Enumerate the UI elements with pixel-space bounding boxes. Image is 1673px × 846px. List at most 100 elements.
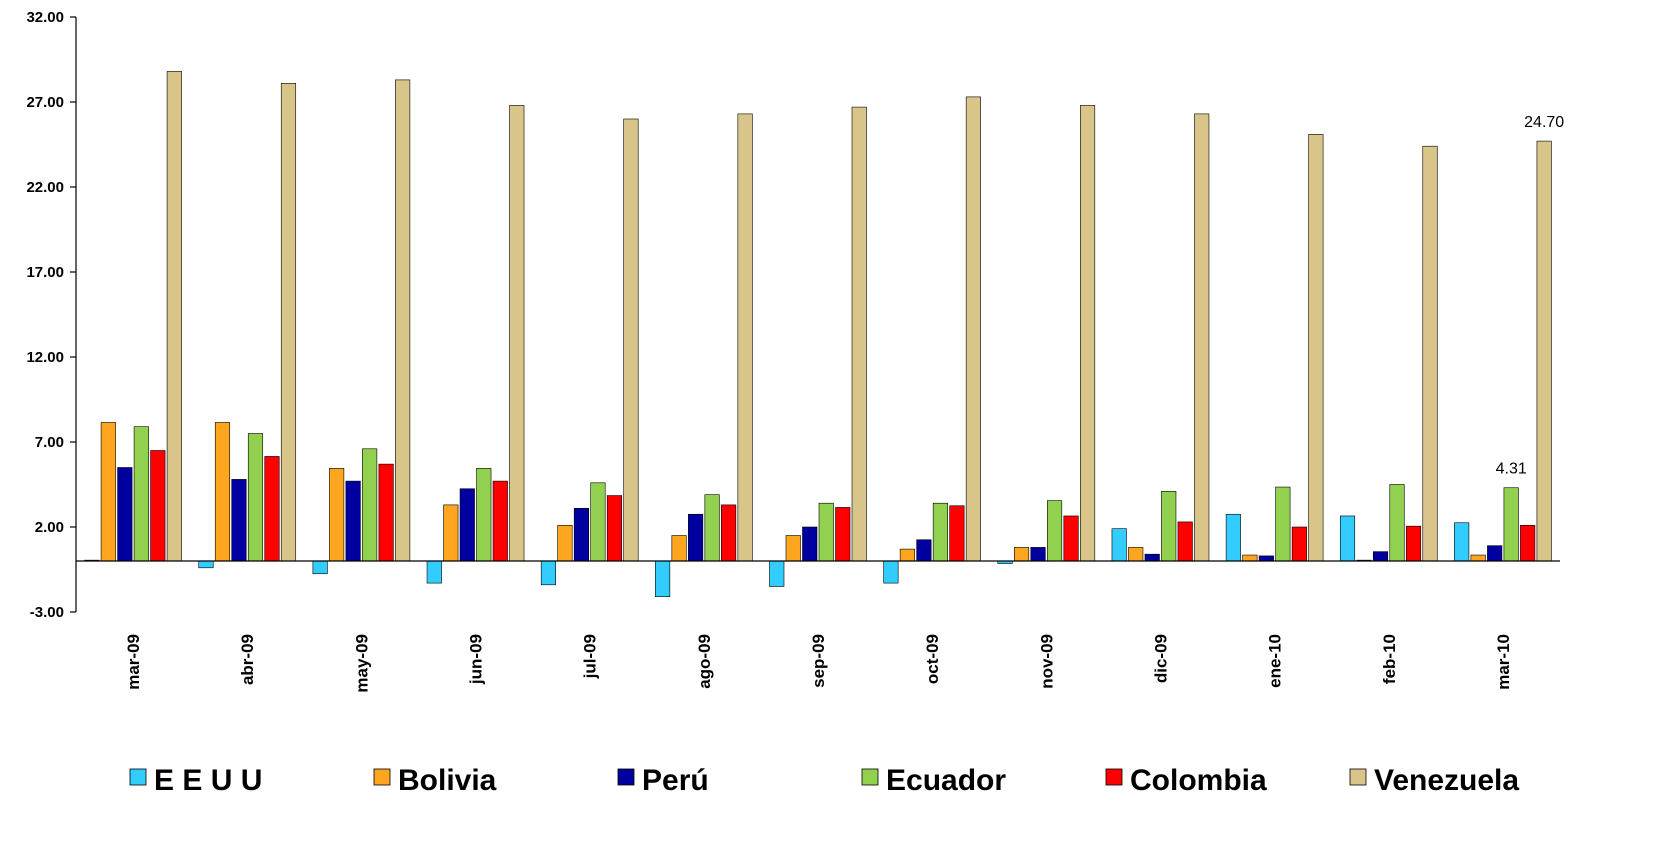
bar-colombia-oct-09 xyxy=(949,505,965,562)
bar-per-jun-09 xyxy=(459,488,475,562)
bar-colombia-feb-10 xyxy=(1405,525,1422,562)
bar-venezuela-may-09 xyxy=(395,79,411,562)
bar-e-e-u-u-oct-09 xyxy=(883,560,899,584)
bar-e-e-u-u-abr-09 xyxy=(198,560,214,569)
bar-venezuela-ene-10 xyxy=(1308,134,1324,562)
bar-colombia-nov-09 xyxy=(1063,515,1079,562)
bar-e-e-u-u-jul-09 xyxy=(540,560,556,586)
legend-label-bolivia: Bolivia xyxy=(398,764,497,797)
legend-label-ecuador: Ecuador xyxy=(886,764,1006,797)
bar-venezuela-oct-09 xyxy=(965,96,981,562)
legend-swatch-e-e-u-u xyxy=(129,768,147,786)
bar-bolivia-may-09 xyxy=(329,468,345,562)
legend-label-venezuela: Venezuela xyxy=(1374,764,1519,797)
bar-per-ene-10 xyxy=(1258,555,1274,562)
x-tick-label: mar-10 xyxy=(1494,634,1513,690)
bar-e-e-u-u-mar-10 xyxy=(1454,522,1470,562)
x-tick-label: mar-09 xyxy=(124,634,143,690)
x-tick-label: jul-09 xyxy=(581,634,600,679)
legend-swatch-per xyxy=(617,768,635,786)
bar-ecuador-jun-09 xyxy=(476,468,492,562)
labels-layer: mar-09 abr-09 may-09 jun-09 jul-09 ago-09 sep-… xyxy=(26,9,1564,693)
bar-venezuela-dic-09 xyxy=(1194,113,1210,562)
bar-bolivia-jun-09 xyxy=(443,504,459,562)
bar-venezuela-jul-09 xyxy=(623,118,639,562)
bar-bolivia-sep-09 xyxy=(785,535,801,562)
legend-swatch-venezuela xyxy=(1349,768,1367,786)
bar-e-e-u-u-ene-10 xyxy=(1225,513,1241,562)
bar-colombia-jun-09 xyxy=(492,480,508,562)
x-tick-label: ene-10 xyxy=(1266,634,1285,688)
bar-per-oct-09 xyxy=(916,539,932,562)
bar-ecuador-mar-10 xyxy=(1503,487,1519,562)
legend-swatch-colombia xyxy=(1105,768,1123,786)
bar-per-abr-09 xyxy=(231,479,247,562)
bar-colombia-dic-09 xyxy=(1177,521,1193,562)
x-tick-label: nov-09 xyxy=(1037,634,1056,689)
bar-per-mar-09 xyxy=(117,467,133,562)
bar-per-jul-09 xyxy=(573,507,589,562)
bar-venezuela-ago-09 xyxy=(737,113,753,562)
bar-colombia-mar-10 xyxy=(1520,524,1536,562)
bar-colombia-ene-10 xyxy=(1291,526,1307,562)
x-tick-label: feb-10 xyxy=(1380,634,1399,684)
bar-bolivia-ago-09 xyxy=(671,535,687,562)
bar-venezuela-jun-09 xyxy=(509,105,525,562)
x-tick-label: abr-09 xyxy=(238,634,257,685)
legend-label-per: Perú xyxy=(642,764,709,797)
y-tick-label: -3.00 xyxy=(30,604,64,621)
y-tick-label: 22.00 xyxy=(26,179,64,196)
y-tick-label: 17.00 xyxy=(26,264,64,281)
bar-venezuela-mar-10 xyxy=(1536,140,1552,562)
bar-e-e-u-u-may-09 xyxy=(312,560,328,575)
bar-colombia-jul-09 xyxy=(606,495,622,562)
bar-venezuela-mar-09 xyxy=(166,71,182,562)
y-tick-label: 12.00 xyxy=(26,349,64,366)
legend-swatch-ecuador xyxy=(861,768,879,786)
axes xyxy=(70,16,1560,613)
x-tick-label: dic-09 xyxy=(1151,634,1170,683)
bar-bolivia-nov-09 xyxy=(1014,547,1030,562)
bar-per-may-09 xyxy=(345,480,361,562)
x-tick-label: ago-09 xyxy=(695,634,714,689)
bar-colombia-ago-09 xyxy=(721,504,737,562)
x-tick-label: sep-09 xyxy=(809,634,828,688)
bar-bolivia-jul-09 xyxy=(557,524,573,562)
bar-venezuela-nov-09 xyxy=(1080,105,1096,562)
data-label: 24.70 xyxy=(1524,114,1564,131)
bar-colombia-sep-09 xyxy=(835,507,851,562)
legend: E E U U Bolivia Perú Ecuador Colombia Venezue… xyxy=(129,764,1519,797)
x-tick-label: may-09 xyxy=(352,634,371,693)
y-tick-label: 27.00 xyxy=(26,94,64,111)
bar-ecuador-ene-10 xyxy=(1275,486,1291,562)
bar-ecuador-dic-09 xyxy=(1161,490,1177,562)
bar-ecuador-abr-09 xyxy=(247,433,264,562)
y-tick-label: 2.00 xyxy=(35,519,64,536)
bar-venezuela-sep-09 xyxy=(851,106,867,562)
x-tick-label: oct-09 xyxy=(923,634,942,684)
bar-ecuador-mar-09 xyxy=(133,426,149,562)
bar-ecuador-ago-09 xyxy=(704,494,720,562)
legend-label-e-e-u-u: E E U U xyxy=(154,764,262,797)
bar-per-ago-09 xyxy=(688,513,704,562)
bar-colombia-may-09 xyxy=(378,463,394,562)
bar-bolivia-mar-10 xyxy=(1470,554,1486,562)
bar-bolivia-oct-09 xyxy=(899,548,915,562)
legend-swatch-bolivia xyxy=(373,768,391,786)
x-tick-label: jun-09 xyxy=(467,634,486,685)
bar-per-dic-09 xyxy=(1144,553,1160,562)
bar-venezuela-abr-09 xyxy=(280,83,297,562)
bar-e-e-u-u-feb-10 xyxy=(1339,515,1356,562)
bar-per-sep-09 xyxy=(802,526,818,562)
bar-per-feb-10 xyxy=(1372,551,1389,562)
bar-per-mar-10 xyxy=(1487,545,1503,562)
bar-bolivia-abr-09 xyxy=(214,422,231,562)
bar-ecuador-may-09 xyxy=(362,448,378,562)
bar-ecuador-sep-09 xyxy=(818,502,834,562)
bar-ecuador-oct-09 xyxy=(932,502,948,562)
bars-layer xyxy=(84,71,1552,598)
data-label: 4.31 xyxy=(1496,461,1527,478)
legend-label-colombia: Colombia xyxy=(1130,764,1267,797)
bar-colombia-mar-09 xyxy=(150,450,166,562)
